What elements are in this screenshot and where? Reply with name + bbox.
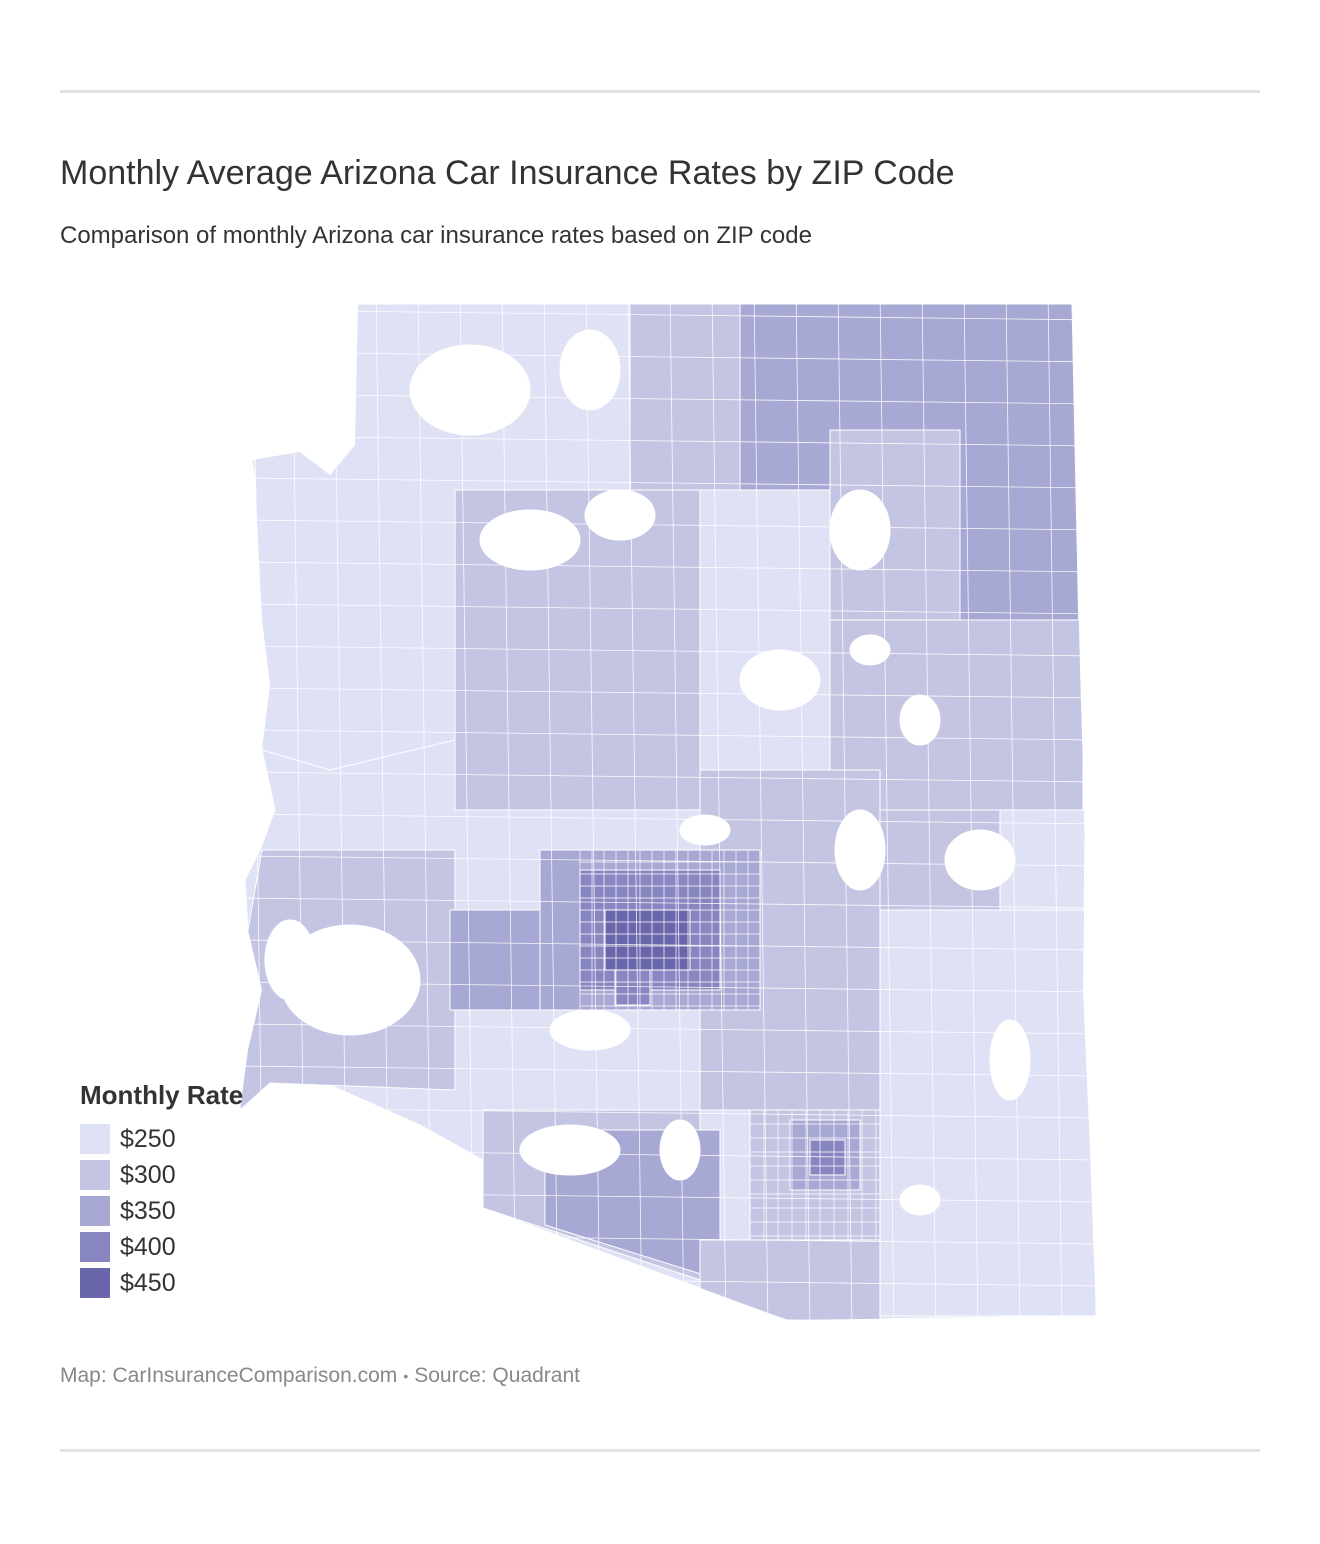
zip-boundary-line — [240, 771, 1096, 783]
nodata-north-1 — [409, 344, 531, 436]
nodata-se-1 — [989, 1019, 1031, 1101]
zip-boundary-line — [1047, 304, 1063, 1320]
zip-boundary-line — [240, 519, 1096, 531]
legend: Monthly Rate $250 $300 $350 $400 $450 — [80, 1080, 243, 1301]
zip-boundary-line — [240, 351, 1096, 363]
zip-boundary-line — [240, 981, 1096, 993]
zip-boundary-line — [879, 304, 895, 1320]
legend-swatch — [80, 1160, 110, 1190]
legend-item-350: $350 — [80, 1193, 243, 1229]
zip-boundary-line — [240, 729, 1096, 741]
nodata-ne-1 — [829, 489, 891, 571]
legend-label: $450 — [120, 1268, 176, 1297]
zip-boundary-line — [240, 435, 1096, 447]
zip-boundary-line — [240, 645, 1096, 657]
zip-boundary-line — [240, 393, 1096, 405]
nodata-south-3 — [659, 1119, 701, 1181]
legend-item-450: $450 — [80, 1265, 243, 1301]
legend-item-300: $300 — [80, 1157, 243, 1193]
zip-regions — [240, 304, 1096, 1320]
zip-boundary-line — [240, 1317, 1096, 1320]
legend-label: $400 — [120, 1232, 176, 1261]
zip-boundary-line — [240, 939, 1096, 951]
nodata-south-2 — [519, 1124, 621, 1176]
zip-boundary-line — [921, 304, 937, 1320]
zip-boundary-line — [1005, 304, 1021, 1320]
zip-boundary-line — [240, 309, 1096, 321]
page-subtitle: Comparison of monthly Arizona car insura… — [60, 222, 812, 249]
zip-region-phoenix-south — [614, 969, 651, 1006]
zip-boundary-line — [240, 855, 1096, 867]
zip-boundary-line — [585, 304, 601, 1320]
legend-swatch — [80, 1124, 110, 1154]
zip-boundary-line — [240, 687, 1096, 699]
zip-region-north-central-2 — [629, 304, 741, 491]
legend-swatch — [80, 1268, 110, 1298]
legend-item-250: $250 — [80, 1121, 243, 1157]
bottom-divider — [60, 1449, 1260, 1452]
legend-title: Monthly Rate — [80, 1080, 244, 1110]
zip-boundary-line — [669, 304, 685, 1320]
zip-region-southeast — [879, 909, 1096, 1317]
zip-region-phoenix-core — [604, 909, 691, 971]
zip-boundary-line — [711, 304, 727, 1320]
choropleth-svg — [240, 304, 1096, 1320]
zip-boundary-line — [249, 304, 265, 1320]
legend-swatch — [80, 1196, 110, 1226]
legend-swatch — [80, 1232, 110, 1262]
zip-region-santa-cruz — [699, 1239, 881, 1320]
nodata-north-3 — [479, 509, 581, 571]
footer-credits: Map: CarInsuranceComparison.com • Source: … — [60, 1364, 580, 1388]
legend-label: $350 — [120, 1196, 176, 1225]
legend-label: $300 — [120, 1160, 176, 1189]
zip-boundary-line — [240, 1023, 1096, 1035]
zip-boundary-line — [240, 1065, 1096, 1077]
nodata-north-4 — [584, 489, 656, 541]
top-divider — [60, 90, 1260, 93]
nodata-central-2 — [834, 809, 886, 891]
nodata-central-3 — [679, 814, 731, 846]
nodata-north-2 — [559, 329, 621, 411]
zip-boundary-line — [240, 603, 1096, 615]
zip-boundary-line — [837, 304, 853, 1320]
zip-boundary-line — [240, 561, 1096, 573]
zip-boundary-line — [501, 304, 517, 1320]
nodata-west-2 — [264, 919, 316, 1001]
zip-boundary-line — [963, 304, 979, 1320]
zip-boundary-line — [753, 304, 769, 1320]
legend-label: $250 — [120, 1124, 176, 1153]
nodata-south-1 — [549, 1009, 631, 1051]
zip-boundary-line — [240, 477, 1096, 489]
arizona-zip-map — [0, 290, 1320, 1330]
nodata-east-1 — [899, 694, 941, 746]
zip-region-east-central — [829, 619, 1084, 811]
zip-boundary-line — [1089, 304, 1096, 1320]
page-title: Monthly Average Arizona Car Insurance Ra… — [60, 154, 955, 192]
source-credit: Source: Quadrant — [414, 1364, 580, 1387]
nodata-central-1 — [739, 649, 821, 711]
zip-boundaries — [240, 304, 1096, 1320]
map-credit: Map: CarInsuranceComparison.com — [60, 1364, 398, 1387]
zip-boundary-line — [543, 304, 559, 1320]
nodata-ne-2 — [849, 634, 891, 666]
zip-boundary-line — [240, 897, 1096, 909]
footer-separator: • — [403, 1368, 409, 1385]
zip-boundary-line — [627, 304, 643, 1320]
zip-boundary-line — [240, 813, 1096, 825]
legend-item-400: $400 — [80, 1229, 243, 1265]
zip-region-tucson-center — [809, 1139, 846, 1176]
nodata-east-2 — [944, 829, 1016, 891]
